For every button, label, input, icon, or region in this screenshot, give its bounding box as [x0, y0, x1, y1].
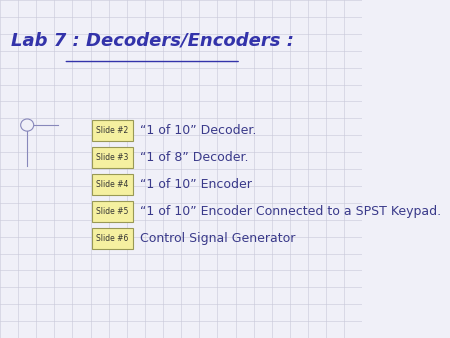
FancyBboxPatch shape [91, 147, 133, 168]
Text: “1 of 10” Decoder.: “1 of 10” Decoder. [140, 124, 257, 137]
Text: Slide #2: Slide #2 [96, 126, 129, 135]
Text: Lab 7 : Decoders/Encoders :: Lab 7 : Decoders/Encoders : [11, 31, 294, 50]
Text: “1 of 10” Encoder: “1 of 10” Encoder [140, 178, 252, 191]
Text: “1 of 10” Encoder Connected to a SPST Keypad.: “1 of 10” Encoder Connected to a SPST Ke… [140, 205, 441, 218]
Text: Slide #6: Slide #6 [96, 234, 129, 243]
Text: Control Signal Generator: Control Signal Generator [140, 232, 296, 245]
FancyBboxPatch shape [91, 228, 133, 249]
Text: Slide #3: Slide #3 [96, 153, 129, 162]
Text: “1 of 8” Decoder.: “1 of 8” Decoder. [140, 151, 249, 164]
FancyBboxPatch shape [91, 201, 133, 222]
FancyBboxPatch shape [91, 174, 133, 195]
Text: Slide #4: Slide #4 [96, 180, 129, 189]
Text: Slide #5: Slide #5 [96, 207, 129, 216]
FancyBboxPatch shape [91, 120, 133, 141]
